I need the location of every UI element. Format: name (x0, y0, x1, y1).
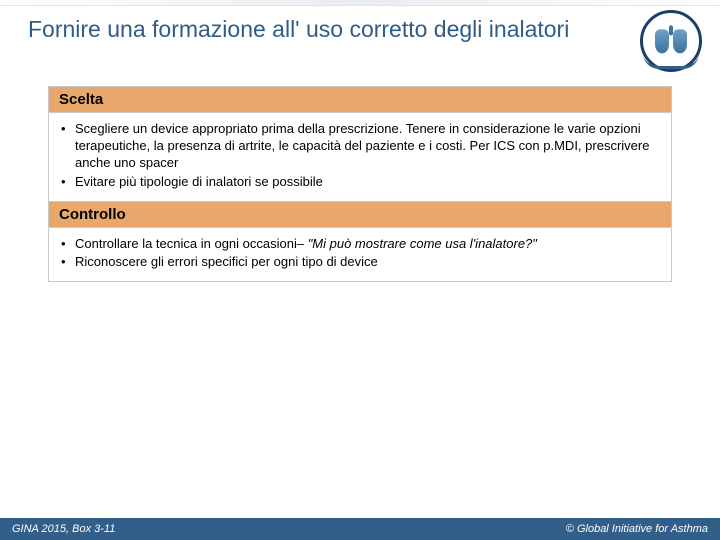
slide-title: Fornire una formazione all' uso corretto… (28, 16, 588, 42)
list-item: Riconoscere gli errori specifici per ogn… (61, 254, 659, 271)
section-header-scelta: Scelta (49, 87, 671, 113)
bullet-prefix: Controllare la tecnica in ogni occasioni… (75, 236, 308, 251)
bullet-italic: "Mi può mostrare come usa l'inalatore?" (308, 236, 537, 251)
list-item: Scegliere un device appropriato prima de… (61, 121, 659, 172)
footer-left: GINA 2015, Box 3-11 (12, 523, 115, 535)
section-body-controllo: Controllare la tecnica in ogni occasioni… (49, 228, 671, 282)
gina-logo-icon (640, 10, 702, 72)
content-box: Scelta Scegliere un device appropriato p… (48, 86, 672, 282)
footer-right: © Global Initiative for Asthma (566, 523, 708, 535)
slide: Fornire una formazione all' uso corretto… (0, 0, 720, 540)
list-item: Evitare più tipologie di inalatori se po… (61, 174, 659, 191)
section-body-scelta: Scegliere un device appropriato prima de… (49, 113, 671, 201)
list-item: Controllare la tecnica in ogni occasioni… (61, 236, 659, 253)
top-band (0, 0, 720, 6)
section-header-controllo: Controllo (49, 201, 671, 228)
footer-bar: GINA 2015, Box 3-11 © Global Initiative … (0, 518, 720, 540)
